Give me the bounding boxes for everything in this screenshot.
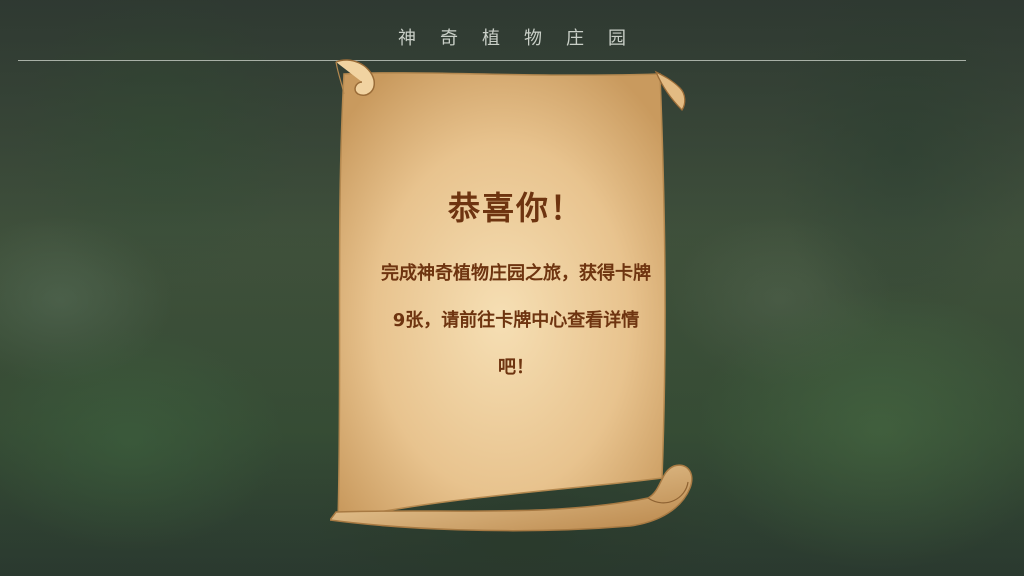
page-title: 神奇植物庄园 xyxy=(398,28,650,49)
header-divider xyxy=(18,60,966,61)
reward-description: 完成神奇植物庄园之旅，获得卡牌9张，请前往卡牌中心查看详情吧！ xyxy=(381,263,651,378)
scroll-illustration xyxy=(330,59,693,532)
parchment-scroll xyxy=(330,58,696,544)
reward-message: 恭喜你！ 完成神奇植物庄园之旅，获得卡牌9张，请前往卡牌中心查看详情吧！ xyxy=(346,182,686,391)
congrats-heading: 恭喜你！ xyxy=(447,189,584,227)
